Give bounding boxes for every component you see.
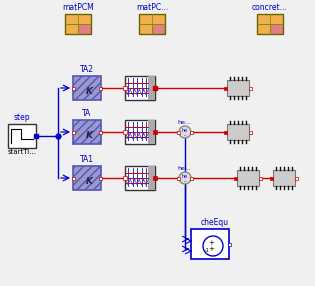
Bar [177,176,180,180]
Text: TA2: TA2 [80,65,94,74]
Bar [224,130,227,134]
Bar [152,24,165,34]
Bar [227,124,249,140]
Text: ..: .. [184,132,186,136]
Bar [139,14,165,34]
Bar [227,80,249,96]
Bar [295,176,298,180]
Bar [234,176,237,180]
Text: TA1: TA1 [80,155,94,164]
Bar [237,170,259,186]
Bar [99,176,102,180]
Text: +: + [208,240,214,246]
Bar [270,176,273,180]
Bar [270,24,283,34]
Text: matPC...: matPC... [136,3,168,12]
Bar [8,124,36,148]
Bar [224,86,227,90]
Bar [72,86,75,90]
Text: +: + [208,246,214,252]
Bar [73,120,101,144]
Bar [257,14,283,34]
Bar [73,76,101,100]
Circle shape [179,172,191,184]
Bar [123,176,127,180]
Bar [148,120,155,144]
Text: K: K [85,88,93,96]
Bar [99,86,102,90]
Text: K: K [85,132,93,140]
Bar [153,86,157,90]
Bar [190,176,193,180]
Text: cheEqu: cheEqu [201,218,229,227]
Bar [65,14,91,34]
Bar [139,14,165,24]
Text: TA: TA [83,109,92,118]
Circle shape [203,236,223,256]
Bar [249,86,252,90]
Bar [228,243,231,245]
Text: ..: .. [184,178,186,182]
Bar [148,166,155,190]
Text: matPCM: matPCM [62,3,94,12]
Bar [65,14,91,24]
Bar [139,24,152,34]
Bar [148,76,155,100]
Bar [273,170,295,186]
Bar [72,130,75,134]
Bar [123,86,127,90]
Text: -1: -1 [204,249,209,253]
Bar [123,130,127,134]
Bar [249,130,252,134]
Bar [125,76,155,100]
Text: step: step [14,113,30,122]
Text: he: he [182,174,188,178]
Text: he...: he... [177,120,191,125]
Bar [153,130,157,134]
Bar [125,120,155,144]
Bar [78,24,91,34]
Circle shape [179,126,191,138]
Bar [257,24,270,34]
Bar [99,130,102,134]
Text: he: he [182,128,188,132]
Text: he...: he... [177,166,191,171]
Bar [259,176,262,180]
Bar [191,229,229,259]
Bar [72,176,75,180]
Bar [153,176,157,180]
Text: K: K [85,178,93,186]
Bar [73,166,101,190]
Bar [257,14,283,24]
Bar [177,130,180,134]
Bar [125,166,155,190]
Text: concret...: concret... [252,3,288,12]
Text: startTi...: startTi... [8,149,37,155]
Bar [190,130,193,134]
Bar [65,24,78,34]
